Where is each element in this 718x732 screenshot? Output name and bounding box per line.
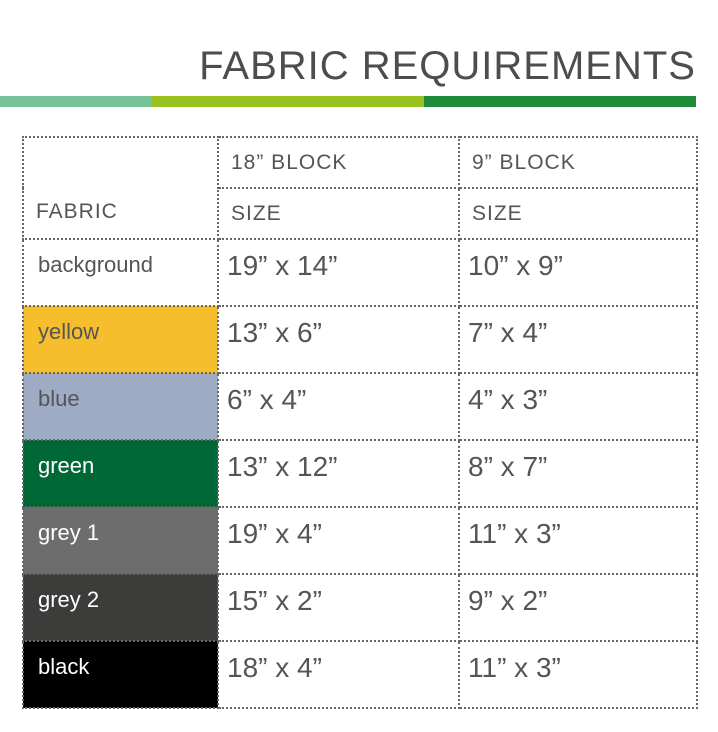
table-row: blue 6” x 4” 4” x 3” bbox=[22, 372, 698, 441]
block9-size-cell: 11” x 3” bbox=[458, 506, 698, 575]
header-9-block: 9” BLOCK bbox=[458, 136, 698, 189]
fabric-name-cell: grey 2 bbox=[22, 573, 219, 642]
header-18-block: 18” BLOCK bbox=[217, 136, 460, 189]
table-row: yellow 13” x 6” 7” x 4” bbox=[22, 305, 698, 374]
accent-bar-dark-green bbox=[424, 96, 696, 107]
table-row: green 13” x 12” 8” x 7” bbox=[22, 439, 698, 508]
block18-size-cell: 13” x 6” bbox=[217, 305, 460, 374]
fabric-name-cell: grey 1 bbox=[22, 506, 219, 575]
fabric-requirements-table: FABRIC 18” BLOCK 9” BLOCK SIZE SIZE back… bbox=[22, 136, 698, 709]
fabric-name-cell: blue bbox=[22, 372, 219, 441]
accent-bar-lime bbox=[152, 96, 424, 107]
fabric-name-cell: yellow bbox=[22, 305, 219, 374]
table-row: background 19” x 14” 10” x 9” bbox=[22, 238, 698, 307]
block9-size-cell: 9” x 2” bbox=[458, 573, 698, 642]
fabric-name-cell: black bbox=[22, 640, 219, 709]
table-row: grey 2 15” x 2” 9” x 2” bbox=[22, 573, 698, 642]
table-row: grey 1 19” x 4” 11” x 3” bbox=[22, 506, 698, 575]
block18-size-cell: 19” x 14” bbox=[217, 238, 460, 307]
block18-size-cell: 13” x 12” bbox=[217, 439, 460, 508]
block18-size-cell: 6” x 4” bbox=[217, 372, 460, 441]
block9-size-cell: 4” x 3” bbox=[458, 372, 698, 441]
block9-size-cell: 11” x 3” bbox=[458, 640, 698, 709]
accent-bar-light-green bbox=[0, 96, 152, 107]
header-9-size: SIZE bbox=[458, 187, 698, 240]
fabric-name-cell: green bbox=[22, 439, 219, 508]
fabric-name-cell: background bbox=[22, 238, 219, 307]
block18-size-cell: 15” x 2” bbox=[217, 573, 460, 642]
page-title: FABRIC REQUIREMENTS bbox=[199, 44, 696, 88]
header-fabric: FABRIC bbox=[22, 136, 219, 240]
header-18-size: SIZE bbox=[217, 187, 460, 240]
block9-size-cell: 10” x 9” bbox=[458, 238, 698, 307]
block18-size-cell: 18” x 4” bbox=[217, 640, 460, 709]
block9-size-cell: 8” x 7” bbox=[458, 439, 698, 508]
block9-size-cell: 7” x 4” bbox=[458, 305, 698, 374]
block18-size-cell: 19” x 4” bbox=[217, 506, 460, 575]
table-row: black 18” x 4” 11” x 3” bbox=[22, 640, 698, 709]
